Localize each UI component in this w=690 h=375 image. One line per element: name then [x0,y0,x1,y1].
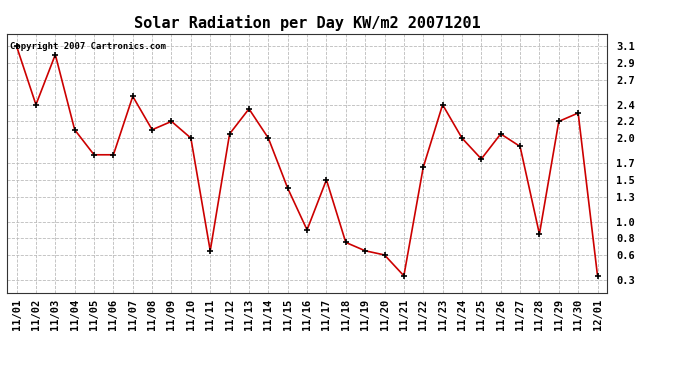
Title: Solar Radiation per Day KW/m2 20071201: Solar Radiation per Day KW/m2 20071201 [134,15,480,31]
Text: Copyright 2007 Cartronics.com: Copyright 2007 Cartronics.com [10,42,166,51]
